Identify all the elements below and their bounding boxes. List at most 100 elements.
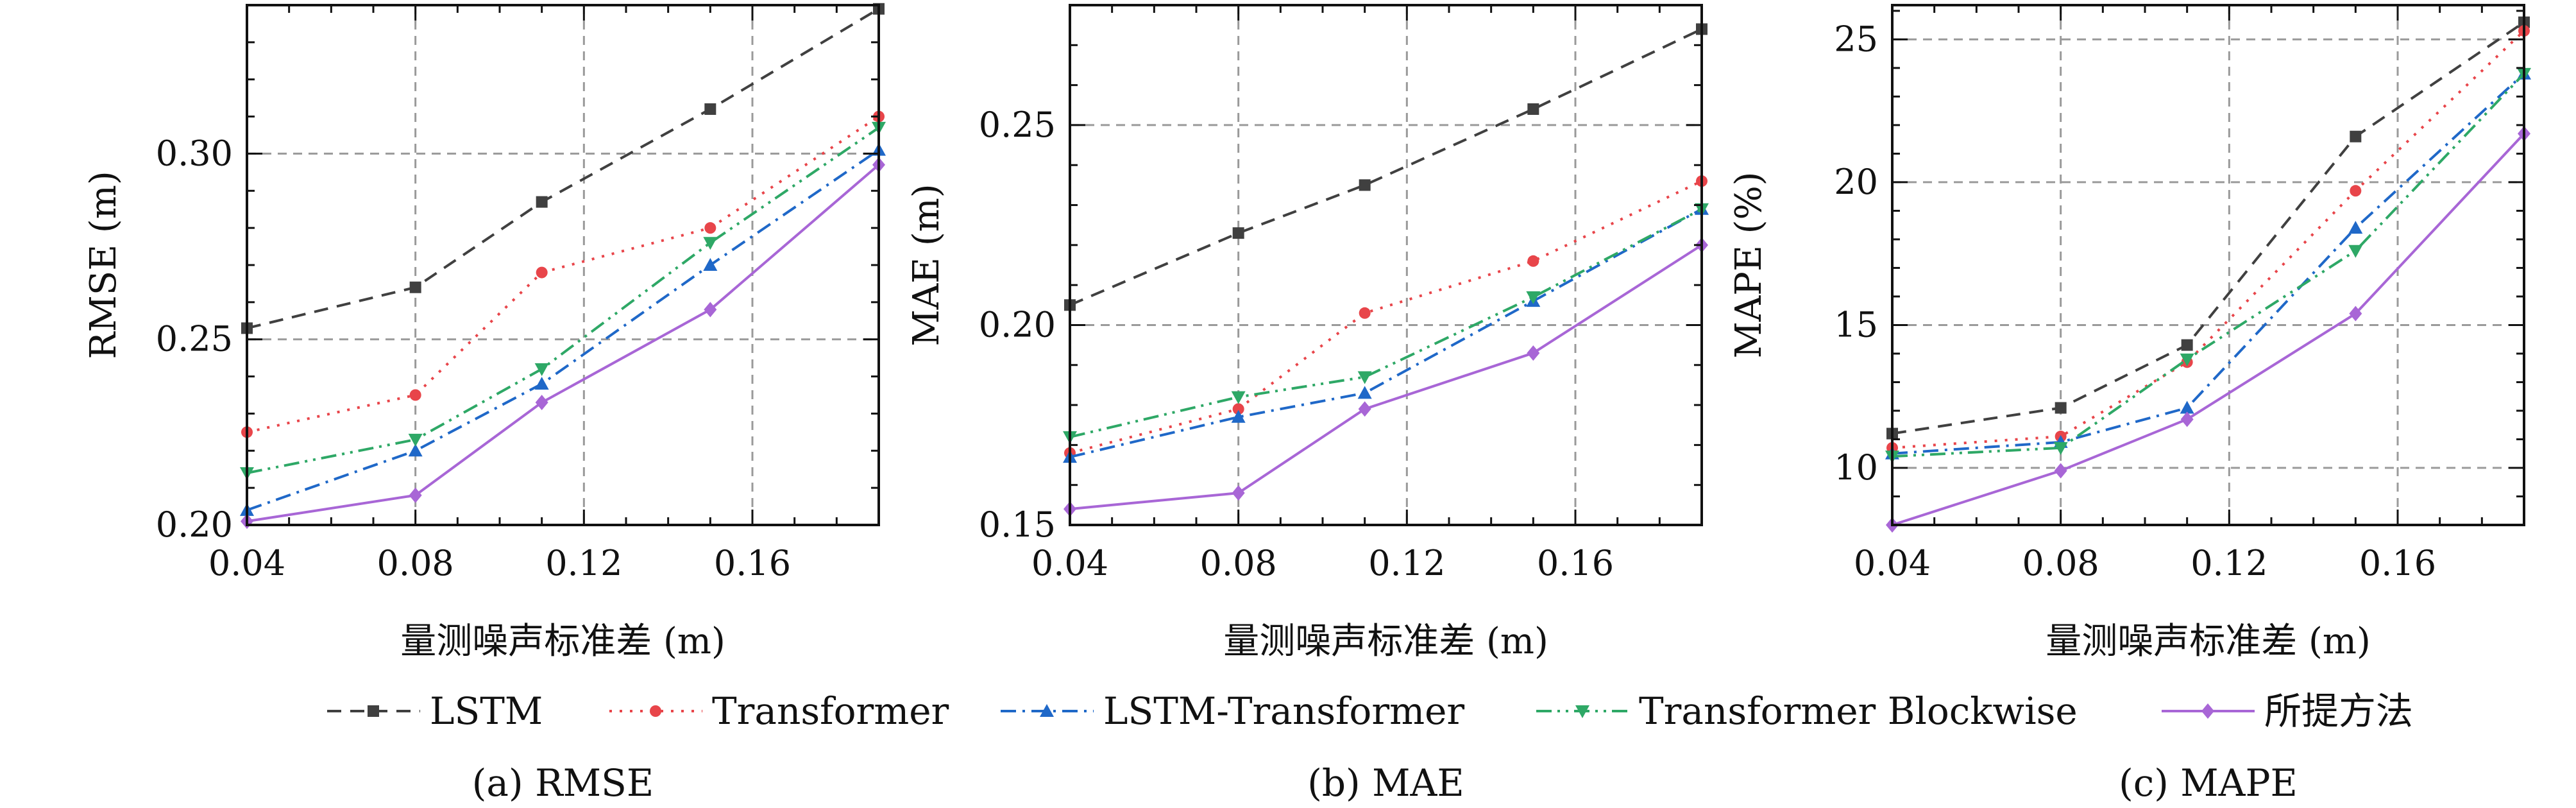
legend-item-transformer-blockwise: Transformer Blockwise — [1536, 689, 2078, 733]
x-tick-label: 0.12 — [545, 543, 622, 583]
data-point-transformer-blockwise — [2348, 245, 2363, 258]
series-line-transformer-blockwise — [1892, 73, 2525, 458]
x-axis-label: 量测噪声标准差 (m) — [400, 621, 725, 662]
series-line-transformer — [246, 115, 880, 434]
y-axis-label: MAE (m) — [906, 184, 947, 346]
x-axis-label: 量测噪声标准差 (m) — [2046, 621, 2371, 662]
panel-caption: (c) MAPE — [2119, 761, 2298, 805]
legend-marker — [2201, 703, 2214, 719]
data-point-lstm — [2350, 130, 2362, 142]
data-point-lstm — [536, 196, 548, 208]
y-tick-label: 0.20 — [156, 504, 233, 545]
y-axis-label: MAPE (%) — [1728, 171, 1770, 358]
data-point-proposed — [1527, 345, 1540, 361]
data-point-proposed — [535, 395, 548, 411]
data-point-transformer — [1359, 307, 1371, 319]
data-point-transformer-blockwise — [2053, 442, 2068, 455]
data-point-transformer-blockwise — [1231, 391, 1246, 404]
x-tick-label: 0.08 — [1200, 543, 1277, 583]
data-point-transformer-blockwise — [703, 237, 718, 250]
data-point-lstm-transformer — [534, 377, 549, 390]
data-point-transformer-blockwise — [1526, 291, 1541, 304]
y-tick-label: 0.15 — [979, 504, 1056, 545]
data-point-lstm — [1359, 179, 1371, 191]
y-tick-label: 0.20 — [979, 304, 1056, 345]
y-tick-label: 25 — [1834, 19, 1878, 59]
chart-panel-2: 0.04 0.08 0.12 0.16 0.15 0.20 0.25 量测噪声标准差 (m) M… — [906, 4, 1709, 805]
data-point-proposed — [1232, 485, 1245, 501]
axes-frame — [1891, 4, 2525, 526]
series-line-lstm-transformer — [246, 148, 880, 511]
data-point-transformer-blockwise — [408, 433, 423, 447]
x-axis-label: 量测噪声标准差 (m) — [1223, 621, 1548, 662]
data-point-lstm — [704, 103, 716, 115]
chart-panel-1: 0.04 0.08 0.12 0.16 0.20 0.25 0.30 量测噪声标准差 (m) R… — [83, 3, 886, 805]
chart-panel-3: 0.04 0.08 0.12 0.16 10 15 20 25 量测噪声标准差 (m) MAPE … — [1728, 4, 2531, 805]
y-axis-label: RMSE (m) — [83, 171, 124, 359]
legend: LSTM Transformer LSTM-Transformer Transform… — [327, 689, 2413, 733]
x-tick-label: 0.04 — [1854, 543, 1931, 583]
data-point-lstm — [2055, 402, 2067, 414]
legend-marker — [368, 705, 379, 717]
data-point-transformer — [704, 222, 716, 234]
data-point-lstm-transformer — [1231, 409, 1246, 423]
data-point-lstm-transformer — [408, 443, 423, 457]
legend-item-lstm: LSTM — [327, 689, 543, 733]
data-point-lstm-transformer — [2348, 221, 2363, 234]
x-tick-label: 0.16 — [1537, 543, 1614, 583]
legend-item-transformer: Transformer — [609, 689, 949, 733]
y-tick-label: 15 — [1834, 304, 1878, 345]
y-tick-label: 0.25 — [156, 319, 233, 359]
x-tick-label: 0.08 — [2022, 543, 2099, 583]
axes-frame — [246, 4, 880, 526]
legend-item-lstm-transformer: LSTM-Transformer — [1001, 689, 1464, 733]
x-tick-label: 0.12 — [1368, 543, 1445, 583]
data-point-proposed — [2054, 463, 2067, 479]
data-point-lstm — [409, 281, 421, 293]
data-point-lstm-transformer — [703, 258, 718, 271]
y-tick-label: 0.30 — [156, 133, 233, 173]
legend-item-proposed: 所提方法 — [2162, 689, 2413, 733]
data-point-proposed — [2180, 411, 2194, 427]
legend-marker — [650, 705, 661, 717]
legend-label: Transformer — [712, 689, 949, 733]
x-tick-label: 0.08 — [377, 543, 454, 583]
series-line-proposed — [1892, 132, 2525, 526]
y-tick-label: 0.25 — [979, 105, 1056, 145]
series-line-lstm-transformer — [1892, 73, 2525, 455]
data-point-proposed — [2349, 305, 2362, 322]
data-point-lstm — [1527, 103, 1539, 115]
x-tick-label: 0.16 — [714, 543, 791, 583]
axes-frame — [1069, 4, 1703, 526]
data-point-proposed — [1358, 401, 1371, 417]
data-point-proposed — [409, 487, 422, 503]
data-point-transformer — [1232, 403, 1244, 415]
x-tick-label: 0.04 — [208, 543, 285, 583]
data-point-lstm-transformer — [2180, 400, 2194, 414]
data-point-transformer — [536, 266, 548, 279]
series-line-proposed — [246, 164, 880, 523]
legend-marker — [1040, 704, 1054, 717]
legend-label: LSTM — [430, 689, 543, 733]
data-point-transformer-blockwise — [1357, 371, 1372, 384]
data-point-proposed — [704, 302, 717, 318]
y-tick-label: 10 — [1834, 447, 1878, 488]
series-line-transformer-blockwise — [1069, 207, 1702, 438]
data-point-lstm — [1232, 227, 1244, 239]
legend-label: LSTM-Transformer — [1103, 689, 1464, 733]
data-point-transformer — [409, 389, 421, 401]
legend-label: Transformer Blockwise — [1639, 689, 2078, 733]
data-point-lstm — [2181, 339, 2193, 351]
series-line-proposed — [1069, 244, 1703, 511]
series-line-transformer — [1069, 180, 1702, 454]
data-point-transformer — [2350, 185, 2362, 197]
series-line-lstm — [1892, 21, 2525, 435]
x-tick-label: 0.04 — [1031, 543, 1108, 583]
legend-label: 所提方法 — [2264, 689, 2413, 733]
series-line-lstm-transformer — [1069, 208, 1702, 459]
x-tick-label: 0.16 — [2359, 543, 2436, 583]
data-point-transformer-blockwise — [534, 363, 549, 376]
series-line-lstm — [246, 8, 880, 330]
panel-caption: (a) RMSE — [472, 761, 654, 805]
